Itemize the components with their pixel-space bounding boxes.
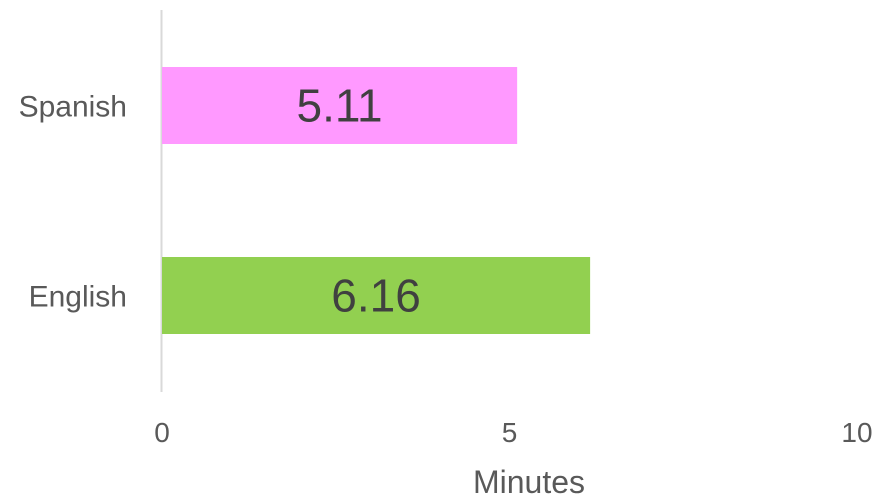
x-tick-label-5: 5: [502, 417, 518, 448]
bar-spanish: [162, 67, 518, 144]
bars-layer: [162, 67, 591, 334]
x-tick-label-0: 0: [154, 417, 170, 448]
category-label-english: English: [29, 281, 127, 314]
data-label-spanish: 5.11: [297, 80, 383, 132]
x-axis-title: Minutes: [473, 464, 585, 499]
x-tick-label-10: 10: [841, 417, 872, 448]
category-labels-layer: Spanish English: [19, 91, 127, 314]
x-tick-labels-layer: 0 5 10: [154, 417, 872, 448]
bar-english: [162, 257, 591, 334]
data-label-english: 6.16: [331, 270, 421, 322]
category-label-spanish: Spanish: [19, 91, 127, 124]
data-labels-layer: 5.11 6.16: [297, 80, 421, 322]
